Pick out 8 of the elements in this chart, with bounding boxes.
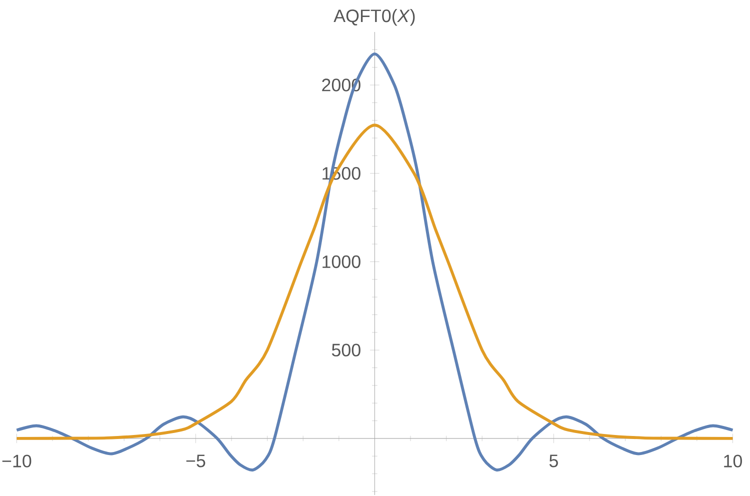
line-series <box>15 124 734 440</box>
x-tick-label: −10 <box>2 454 32 468</box>
y-tick-label: 1000 <box>322 255 360 268</box>
x-tick-label: −5 <box>186 454 206 468</box>
x-tick-label: 10 <box>724 454 742 468</box>
y-tick-label: 500 <box>332 344 360 356</box>
x-tick-label: 5 <box>549 454 558 468</box>
y-axis-title: AQFT0(X) <box>334 9 415 26</box>
